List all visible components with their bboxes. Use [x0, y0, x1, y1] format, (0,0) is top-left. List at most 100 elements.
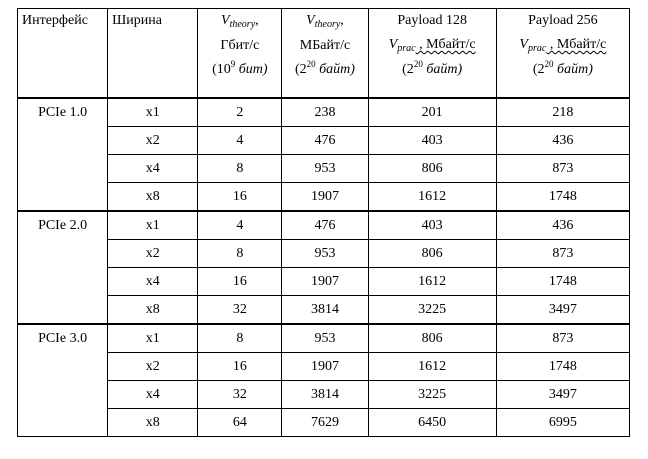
- table-row: PCIe 1.0 x1 2 238 201 218: [16, 97, 631, 212]
- width-cell: x4: [107, 380, 199, 409]
- note-sup: 20: [306, 59, 316, 69]
- note-open: (2: [532, 62, 545, 77]
- vtheory-gbit-cell: 64: [197, 408, 283, 437]
- table-row: x8 16 1907 1612 1748: [18, 182, 631, 212]
- interface-cell: PCIe 3.0: [16, 323, 109, 437]
- payload128-cell: 3225: [367, 295, 497, 325]
- v-subscript: theory: [229, 19, 256, 30]
- width-cell: x8: [107, 182, 199, 212]
- table-row: x2 4 476 403 436: [18, 126, 631, 155]
- vtheory-mbyte-cell: 3814: [281, 295, 369, 325]
- v-subscript: prac: [397, 43, 416, 54]
- header-payload-256-title: Payload 256: [528, 13, 598, 28]
- vtheory-mbyte-cell: 3814: [281, 380, 369, 409]
- payload256-cell: 873: [495, 154, 631, 183]
- width-cell: x2: [107, 352, 199, 381]
- v-symbol: V: [519, 37, 528, 52]
- v-unit: , Мбайт/с: [415, 37, 476, 52]
- vtheory-gbit-cell: 8: [197, 323, 283, 353]
- table-row: x4 16 1907 1612 1748: [18, 267, 631, 296]
- payload128-cell: 806: [367, 154, 497, 183]
- note-sup: 9: [230, 59, 236, 69]
- payload256-cell: 873: [495, 239, 631, 268]
- table-row: x2 16 1907 1612 1748: [18, 352, 631, 381]
- interface-label: PCIe 1.0: [38, 105, 88, 120]
- payload128-cell: 403: [367, 210, 497, 240]
- note-rest: байт): [422, 62, 463, 77]
- header-vtheory-mbyte-symbol: Vtheory,: [282, 12, 367, 31]
- vtheory-mbyte-cell: 476: [281, 210, 369, 240]
- interface-cell: PCIe 1.0: [16, 97, 109, 212]
- vtheory-mbyte-cell: 7629: [281, 408, 369, 437]
- note-open: (2: [294, 62, 307, 77]
- payload128-cell: 1612: [367, 352, 497, 381]
- vtheory-gbit-cell: 4: [197, 126, 283, 155]
- vtheory-mbyte-cell: 953: [281, 239, 369, 268]
- width-cell: x4: [107, 154, 199, 183]
- note-open: (2: [402, 62, 414, 77]
- payload256-cell: 436: [495, 126, 631, 155]
- payload128-cell: 201: [367, 97, 497, 127]
- header-width: Ширина: [107, 8, 199, 99]
- table-row: x2 8 953 806 873: [18, 239, 631, 268]
- note-open: (10: [212, 62, 231, 77]
- width-cell: x2: [107, 239, 199, 268]
- note-rest: бит): [235, 62, 268, 77]
- note-sup: 20: [413, 59, 423, 69]
- table-body: PCIe 1.0 x1 2 238 201 218 x2 4 476 403 436 x4 8 953 80…: [16, 97, 631, 437]
- vtheory-gbit-cell: 8: [197, 154, 283, 183]
- header-payload-128: Payload 128 Vprac , Мбайт/с (220 байт): [367, 8, 497, 99]
- width-cell: x2: [107, 126, 199, 155]
- vtheory-gbit-cell: 32: [197, 295, 283, 325]
- width-cell: x8: [107, 408, 199, 437]
- vtheory-gbit-cell: 16: [197, 267, 283, 296]
- pcie-bandwidth-table: Интерфейс Ширина Vtheory, Гбит/с (109 би…: [16, 8, 631, 437]
- width-cell: x1: [107, 323, 199, 353]
- payload256-cell: 873: [495, 323, 631, 353]
- header-payload-256-vprac: Vprac , Мбайт/с: [497, 36, 629, 55]
- vtheory-mbyte-cell: 238: [281, 97, 369, 127]
- payload128-cell: 6450: [367, 408, 497, 437]
- note-sup: 20: [544, 59, 554, 69]
- payload256-cell: 436: [495, 210, 631, 240]
- header-vtheory-gbit-symbol: Vtheory,: [198, 12, 281, 31]
- table-row: x8 32 3814 3225 3497: [18, 295, 631, 325]
- vtheory-mbyte-cell: 1907: [281, 267, 369, 296]
- width-cell: x1: [107, 97, 199, 127]
- payload128-cell: 806: [367, 239, 497, 268]
- interface-label: PCIe 2.0: [38, 218, 88, 233]
- header-payload-128-vprac: Vprac , Мбайт/с: [369, 36, 496, 55]
- v-symbol: V: [221, 13, 230, 28]
- header-interface-label: Интерфейс: [22, 13, 88, 28]
- table-row: x4 8 953 806 873: [18, 154, 631, 183]
- header-payload-256: Payload 256 Vprac , Мбайт/с (220 байт): [495, 8, 631, 99]
- vtheory-gbit-cell: 2: [197, 97, 283, 127]
- header-vtheory-mbyte: Vtheory, МБайт/с (220 байт): [281, 8, 369, 99]
- header-payload-256-note: (220 байт): [497, 59, 629, 79]
- v-unit: , Мбайт/с: [546, 37, 607, 52]
- width-cell: x8: [107, 295, 199, 325]
- header-vtheory-mbyte-note: (220 байт): [282, 59, 367, 79]
- payload128-cell: 1612: [367, 267, 497, 296]
- width-cell: x1: [107, 210, 199, 240]
- vtheory-gbit-cell: 16: [197, 182, 283, 212]
- payload128-cell: 403: [367, 126, 497, 155]
- table-row: PCIe 3.0 x1 8 953 806 873: [16, 323, 631, 437]
- payload256-cell: 1748: [495, 352, 631, 381]
- v-symbol: V: [388, 37, 398, 52]
- v-symbol: V: [306, 13, 315, 28]
- header-vtheory-gbit-unit: Гбит/с: [220, 38, 260, 53]
- width-cell: x4: [107, 267, 199, 296]
- note-rest: байт): [315, 62, 355, 77]
- header-payload-128-title: Payload 128: [397, 13, 467, 28]
- table-row: x8 64 7629 6450 6995: [18, 408, 631, 437]
- payload256-cell: 3497: [495, 380, 631, 409]
- header-width-label: Ширина: [112, 13, 162, 28]
- header-payload-128-note: (220 байт): [369, 59, 496, 79]
- v-subscript: prac: [527, 43, 547, 54]
- vtheory-mbyte-cell: 953: [281, 154, 369, 183]
- vtheory-mbyte-cell: 1907: [281, 182, 369, 212]
- payload256-cell: 6995: [495, 408, 631, 437]
- note-rest: байт): [553, 62, 593, 77]
- header-vtheory-mbyte-unit: МБайт/с: [299, 38, 351, 53]
